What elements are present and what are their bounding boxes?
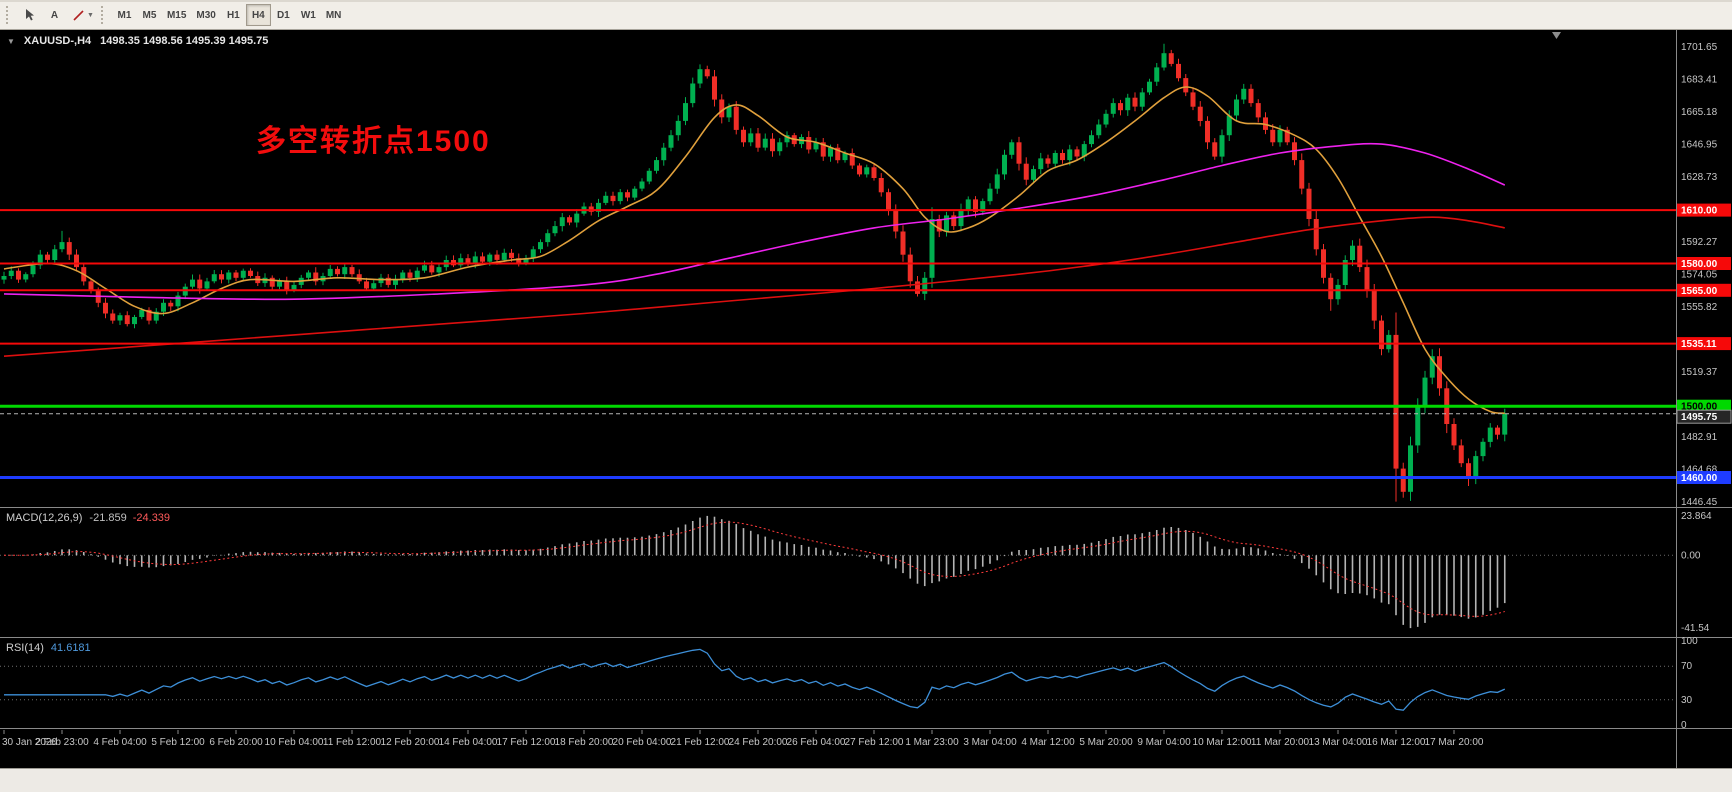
rsi-axis: 100 70 30 0 [1681, 636, 1698, 731]
time-axis-label: 30 Jan 2020 [2, 737, 57, 748]
time-axis-label: 11 Mar 20:00 [1251, 737, 1310, 748]
time-axis-label: 13 Mar 04:00 [1309, 737, 1368, 748]
time-axis-label: 26 Feb 04:00 [787, 737, 846, 748]
time-axis-label: 20 Feb 04:00 [613, 737, 672, 748]
chart-canvas[interactable]: 1701.65 1683.41 1665.18 1646.95 1628.73 1592.… [0, 30, 1732, 768]
toolbar-grip[interactable] [100, 6, 108, 24]
status-bar [0, 768, 1732, 792]
time-axis-label: 5 Mar 20:00 [1079, 737, 1133, 748]
svg-text:1565.00: 1565.00 [1681, 286, 1718, 297]
svg-text:1555.82: 1555.82 [1681, 302, 1718, 313]
time-axis-label: 10 Mar 12:00 [1193, 737, 1252, 748]
macd-signal-line [3, 521, 1505, 617]
time-axis-label: 4 Mar 12:00 [1021, 737, 1075, 748]
timeframe-button-H4[interactable]: H4 [245, 4, 271, 26]
svg-text:100: 100 [1681, 636, 1698, 647]
svg-text:1464.68: 1464.68 [1681, 465, 1718, 476]
time-axis-label: 14 Feb 04:00 [439, 737, 498, 748]
chevron-down-icon: ▼ [87, 11, 94, 19]
rsi-line [4, 648, 1506, 711]
macd-histogram [10, 515, 1506, 629]
text-tool-button[interactable]: A [42, 4, 67, 26]
price-badge-1460.00: 1460.00 [1677, 471, 1731, 484]
price-badge-1565.00: 1565.00 [1677, 283, 1731, 297]
svg-text:1482.91: 1482.91 [1681, 432, 1718, 443]
timeframe-toolbar: M1 M5 M15 M30 H1 H4 D1 W1 MN [112, 4, 346, 26]
svg-text:1574.05: 1574.05 [1681, 270, 1718, 281]
line-tool-button[interactable]: ▼ [67, 4, 99, 26]
time-axis-label: 17 Mar 20:00 [1425, 737, 1484, 748]
svg-text:1683.41: 1683.41 [1681, 75, 1718, 86]
svg-text:-41.54: -41.54 [1681, 623, 1710, 634]
svg-text:1535.11: 1535.11 [1681, 339, 1717, 350]
ma-fast-line [3, 86, 1505, 415]
svg-text:70: 70 [1681, 661, 1693, 672]
svg-text:30: 30 [1681, 695, 1693, 706]
svg-text:0.00: 0.00 [1681, 550, 1701, 561]
macd-axis: 23.864 0.00 -41.54 [1681, 511, 1712, 634]
chart-shift-marker[interactable] [1552, 32, 1561, 39]
time-axis-label: 11 Feb 12:00 [323, 737, 382, 748]
time-axis-label: 5 Feb 12:00 [151, 737, 205, 748]
svg-text:1446.45: 1446.45 [1681, 497, 1718, 508]
chart-area[interactable]: 1701.65 1683.41 1665.18 1646.95 1628.73 1592.… [0, 30, 1732, 768]
timeframe-button-M5[interactable]: M5 [137, 4, 162, 26]
time-axis-label: 21 Feb 12:00 [671, 737, 730, 748]
chart-expand-icon[interactable]: ▼ [7, 36, 15, 46]
cursor-tool-button[interactable] [17, 4, 42, 26]
svg-text:1646.95: 1646.95 [1681, 140, 1718, 151]
time-axis-label: 4 Feb 04:00 [93, 737, 147, 748]
price-badge-1610.00: 1610.00 [1677, 203, 1731, 217]
timeframe-button-D1[interactable]: D1 [271, 4, 296, 26]
time-axis-label: 17 Feb 12:00 [497, 737, 556, 748]
chart-annotation-text[interactable]: 多空转折点1500 [256, 125, 491, 158]
candlestick-series [1, 43, 1508, 502]
timeframe-button-H1[interactable]: H1 [221, 4, 246, 26]
cursor-icon [25, 9, 34, 21]
price-badge-1580.00: 1580.00 [1677, 257, 1731, 270]
time-axis-label: 24 Feb 20:00 [729, 737, 788, 748]
time-axis-label: 6 Feb 20:00 [209, 737, 263, 748]
time-axis-label: 2 Feb 23:00 [35, 737, 89, 748]
price-badge-1495.75: 1495.75 [1676, 409, 1732, 424]
time-axis-label: 27 Feb 12:00 [845, 737, 904, 748]
ma-slow-line [3, 216, 1505, 357]
svg-text:1519.37: 1519.37 [1681, 367, 1718, 378]
toolbar: A ▼ M1 M5 M15 M30 H1 H4 D1 W1 MN [0, 0, 1732, 30]
time-axis-label: 12 Feb 20:00 [381, 737, 440, 748]
time-axis-label: 9 Mar 04:00 [1137, 737, 1191, 748]
timeframe-button-W1[interactable]: W1 [296, 4, 321, 26]
ma-mid-line [3, 142, 1506, 301]
price-badge-1535.11: 1535.11 [1677, 337, 1731, 351]
svg-text:1665.18: 1665.18 [1681, 107, 1718, 118]
toolbar-grip[interactable] [6, 6, 13, 24]
timeframe-button-M30[interactable]: M30 [191, 4, 220, 26]
trendline-icon [73, 9, 84, 21]
svg-text:1592.27: 1592.27 [1681, 237, 1718, 248]
timeframe-button-M15[interactable]: M15 [162, 4, 191, 26]
svg-text:1628.73: 1628.73 [1681, 172, 1718, 183]
timeframe-button-MN[interactable]: MN [321, 4, 347, 26]
timeframe-button-M1[interactable]: M1 [112, 4, 137, 26]
svg-text:1580.00: 1580.00 [1681, 259, 1718, 270]
svg-text:1701.65: 1701.65 [1681, 42, 1718, 53]
time-axis-label: 16 Mar 12:00 [1367, 737, 1426, 748]
time-axis-label: 10 Feb 04:00 [265, 737, 324, 748]
svg-text:0: 0 [1681, 720, 1687, 731]
price-axis[interactable]: 1701.65 1683.41 1665.18 1646.95 1628.73 1592.… [1681, 42, 1718, 508]
price-badge-1500.00: 1500.00 [1677, 399, 1731, 413]
time-axis-label: 1 Mar 23:00 [905, 737, 959, 748]
svg-text:1610.00: 1610.00 [1681, 206, 1718, 217]
svg-text:1460.00: 1460.00 [1681, 473, 1718, 484]
svg-text:1500.00: 1500.00 [1681, 402, 1718, 413]
time-axis-label: 18 Feb 20:00 [555, 737, 614, 748]
time-axis-label: 3 Mar 04:00 [963, 737, 1017, 748]
svg-text:1495.75: 1495.75 [1681, 412, 1718, 423]
svg-text:23.864: 23.864 [1681, 511, 1712, 522]
